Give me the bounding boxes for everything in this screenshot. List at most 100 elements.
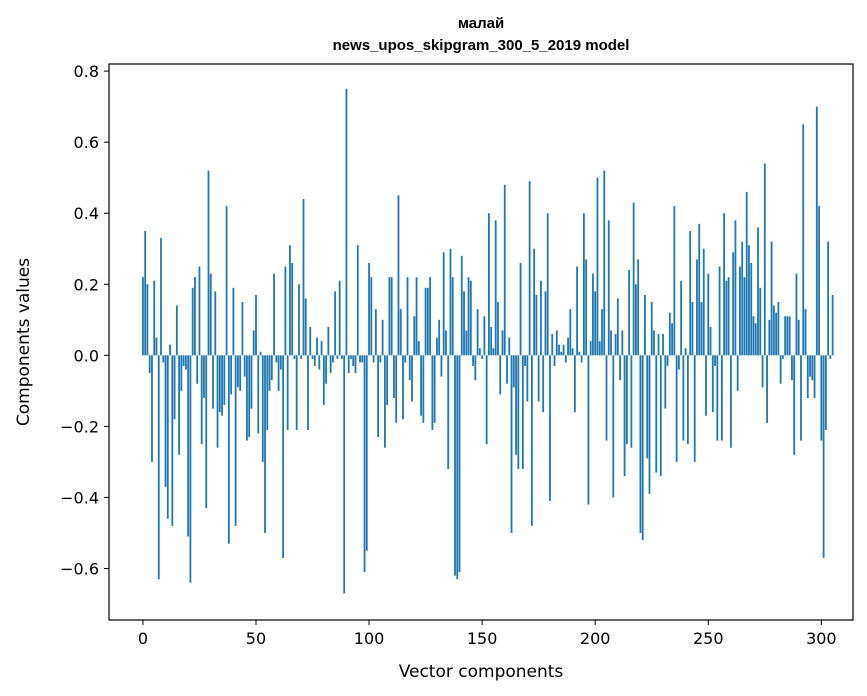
bar <box>521 355 524 470</box>
bar <box>300 355 303 359</box>
bar <box>178 355 181 455</box>
bar <box>447 355 450 470</box>
bar <box>345 88 348 356</box>
bar <box>781 355 784 359</box>
bar <box>379 355 382 363</box>
bar <box>469 280 472 356</box>
bar <box>399 309 402 356</box>
bar <box>761 355 764 388</box>
bar <box>501 330 504 356</box>
bar <box>797 319 800 356</box>
bar <box>331 355 334 363</box>
bar <box>601 309 603 356</box>
bar <box>397 195 400 356</box>
bar <box>146 284 149 356</box>
bar <box>230 355 233 395</box>
bar <box>144 230 147 356</box>
bar <box>503 184 506 356</box>
bar <box>623 355 626 477</box>
bar <box>309 326 312 356</box>
bar <box>386 355 389 406</box>
bar <box>259 351 262 356</box>
bar <box>261 355 264 462</box>
bar <box>393 355 395 398</box>
bar <box>234 355 237 526</box>
bar <box>549 355 551 501</box>
bar <box>343 355 346 594</box>
bar <box>436 337 438 356</box>
bar <box>562 344 565 356</box>
bar <box>671 323 673 356</box>
bar <box>752 316 755 356</box>
bar <box>160 238 162 356</box>
bar <box>171 355 174 526</box>
bar <box>277 355 280 391</box>
bar <box>673 206 676 356</box>
bar <box>573 355 576 413</box>
x-tick-label: 300 <box>806 629 837 648</box>
bar <box>207 170 210 356</box>
bar <box>347 355 350 374</box>
bar <box>383 355 386 448</box>
bar <box>476 309 479 356</box>
bar <box>433 355 436 423</box>
bar <box>544 291 547 356</box>
bar <box>625 355 628 445</box>
bar <box>700 302 703 356</box>
chart-title: малай <box>458 15 504 32</box>
bar <box>218 355 221 413</box>
bar <box>766 355 768 423</box>
bar <box>381 319 384 356</box>
bar <box>264 355 266 533</box>
bar <box>754 323 757 356</box>
bar <box>438 319 441 356</box>
bar <box>630 355 633 448</box>
bar <box>682 355 685 441</box>
bar <box>445 330 447 356</box>
bar <box>485 355 488 445</box>
bar <box>431 355 434 430</box>
bar <box>307 355 309 430</box>
bar <box>592 273 594 356</box>
bar <box>800 355 802 441</box>
bar <box>768 319 771 356</box>
bar <box>528 181 531 356</box>
bar <box>191 287 194 356</box>
bar <box>356 245 359 356</box>
bar <box>157 355 160 580</box>
bar <box>750 262 753 356</box>
bar <box>662 334 664 356</box>
bar <box>227 355 230 544</box>
bar <box>460 255 463 356</box>
y-tick-label: −0.6 <box>60 559 99 578</box>
bar <box>413 316 416 356</box>
bar <box>182 355 185 366</box>
bar <box>320 341 323 356</box>
bar <box>770 241 773 356</box>
bar <box>214 291 217 356</box>
bar <box>153 280 156 356</box>
bar <box>329 355 332 374</box>
bar <box>200 355 203 445</box>
bar <box>705 355 707 416</box>
bar <box>302 199 305 356</box>
bar <box>655 355 658 473</box>
bar <box>696 259 698 356</box>
bar <box>289 245 291 356</box>
bar <box>377 355 380 438</box>
bar <box>284 266 287 356</box>
bar <box>594 291 597 356</box>
bar <box>164 355 167 487</box>
bar <box>555 330 558 356</box>
bar <box>162 355 165 363</box>
bar <box>293 355 296 359</box>
bar <box>374 309 377 356</box>
bar <box>598 341 601 356</box>
bar <box>372 355 375 363</box>
bar <box>497 302 499 356</box>
bar <box>802 124 805 356</box>
bar <box>454 355 456 576</box>
bar <box>325 355 327 384</box>
bar <box>255 294 257 356</box>
bar <box>313 355 316 366</box>
